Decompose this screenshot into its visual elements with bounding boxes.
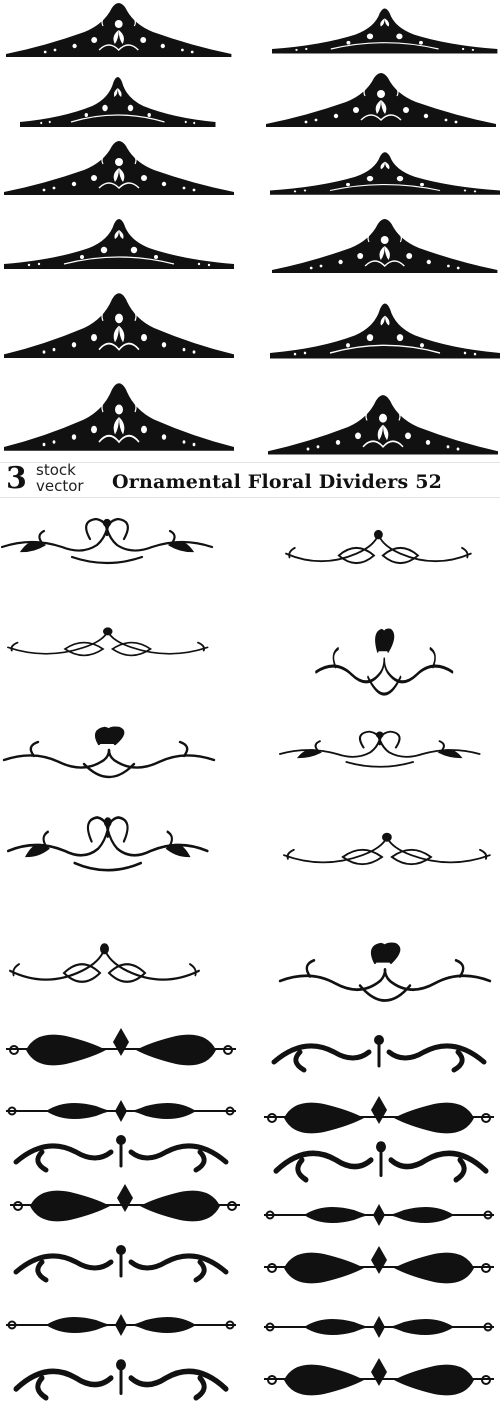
triangle-ornament	[5, 2, 233, 58]
scroll-dividers-grid	[5, 1027, 495, 1407]
triangle-ornament	[269, 302, 500, 360]
page-title: Ornamental Floral Dividers 52	[112, 471, 443, 493]
scroll-divider	[16, 1359, 226, 1398]
triangle-ornament	[3, 382, 235, 452]
triangle-ornament	[269, 151, 500, 196]
flourish-divider	[314, 628, 455, 696]
scroll-divider	[5, 1027, 237, 1067]
triangle-ornament	[271, 218, 499, 274]
triangle-ornament	[3, 218, 235, 270]
triangle-ornament	[271, 7, 499, 55]
flourish-divider	[283, 832, 491, 866]
scroll-divider	[9, 1183, 241, 1223]
flourish-divider	[6, 816, 209, 872]
triangle-ornament	[19, 76, 217, 128]
logo-number: 3	[6, 461, 27, 496]
logo-text-line2: vector	[36, 477, 84, 495]
scroll-divider	[263, 1357, 495, 1397]
flourish-dividers-grid	[0, 517, 492, 1002]
flourish-divider	[0, 517, 214, 565]
triangle-ornament	[265, 72, 497, 128]
triangle-ornament	[267, 394, 499, 456]
title-banner	[0, 462, 500, 498]
scroll-divider	[263, 1245, 495, 1285]
triangle-ornament	[3, 292, 235, 359]
scroll-divider	[263, 1203, 495, 1227]
scroll-divider	[5, 1313, 237, 1337]
scroll-divider	[276, 1141, 486, 1180]
flourish-divider	[278, 730, 481, 768]
flourish-divider	[278, 942, 492, 1002]
scroll-divider	[5, 1099, 237, 1123]
scroll-divider	[274, 1035, 484, 1070]
scroll-divider	[16, 1245, 226, 1280]
flourish-divider	[7, 627, 209, 657]
triangle-ornament	[3, 140, 235, 196]
scroll-divider	[263, 1095, 495, 1135]
scroll-divider	[263, 1315, 495, 1339]
scroll-divider	[16, 1135, 226, 1170]
flourish-divider	[2, 726, 216, 779]
flourish-divider	[285, 529, 472, 565]
triangle-ornaments-grid	[3, 2, 500, 456]
logo-text-line1: stock	[36, 461, 76, 479]
flourish-divider	[8, 943, 201, 983]
